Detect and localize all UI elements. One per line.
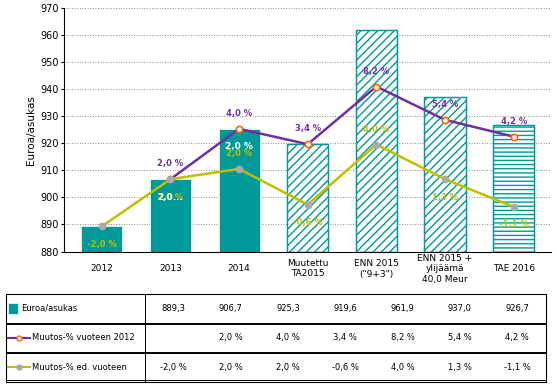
Text: 8,2 %: 8,2 % — [390, 333, 414, 343]
Text: 4,0 %: 4,0 % — [363, 125, 389, 134]
Text: 925,3: 925,3 — [276, 304, 300, 313]
Text: 5,4 %: 5,4 % — [432, 100, 458, 109]
Text: 2,0 %: 2,0 % — [226, 149, 252, 158]
Text: 8,2 %: 8,2 % — [363, 67, 389, 76]
Text: Muutos-% ed. vuoteen: Muutos-% ed. vuoteen — [32, 363, 126, 372]
Bar — [356, 30, 397, 252]
Text: Euroa/asukas: Euroa/asukas — [21, 304, 77, 313]
Text: 2012: 2012 — [90, 264, 113, 273]
Text: 2,0 %: 2,0 % — [276, 363, 300, 372]
Text: Muutettu
TA2015: Muutettu TA2015 — [287, 259, 329, 278]
Y-axis label: Euroa/asukas: Euroa/asukas — [26, 95, 36, 164]
Text: 4,0 %: 4,0 % — [276, 333, 300, 343]
Text: 2,0 %: 2,0 % — [225, 142, 253, 151]
Text: ENN 2015 +
ylijäämä
40,0 Meur: ENN 2015 + ylijäämä 40,0 Meur — [417, 254, 473, 284]
Text: 937,0: 937,0 — [448, 304, 472, 313]
Text: 2,0 %: 2,0 % — [158, 193, 183, 202]
Text: 4,2 %: 4,2 % — [501, 117, 527, 126]
Text: 2,0...: 2,0... — [158, 193, 183, 202]
Text: 906,7: 906,7 — [219, 304, 243, 313]
Text: TAE 2016: TAE 2016 — [492, 264, 535, 273]
Bar — [424, 97, 466, 252]
Text: 4,2 %: 4,2 % — [505, 333, 529, 343]
Text: -1,1 %: -1,1 % — [504, 363, 531, 372]
Text: -0,6 %: -0,6 % — [293, 218, 323, 227]
Bar — [218, 129, 260, 252]
Bar — [493, 125, 534, 252]
Bar — [8, 303, 18, 314]
Text: 4,0 %: 4,0 % — [226, 109, 252, 118]
Bar — [287, 144, 328, 252]
Text: 926,7: 926,7 — [505, 304, 529, 313]
Text: 889,3: 889,3 — [162, 304, 185, 313]
Bar — [424, 97, 466, 252]
Text: 3,4 %: 3,4 % — [295, 124, 321, 133]
Text: 2,0 %: 2,0 % — [158, 159, 183, 168]
Text: -2,0 %: -2,0 % — [160, 363, 187, 372]
Text: -2,0 %: -2,0 % — [87, 240, 116, 249]
Text: 2,0 %: 2,0 % — [219, 363, 243, 372]
Text: 5,4 %: 5,4 % — [448, 333, 472, 343]
Bar — [493, 125, 534, 252]
Text: 2,0 %: 2,0 % — [219, 333, 243, 343]
Bar — [356, 30, 397, 252]
Text: 2013: 2013 — [159, 264, 182, 273]
Bar — [81, 226, 123, 252]
Text: 3,4 %: 3,4 % — [334, 333, 357, 343]
Text: -0,6 %: -0,6 % — [332, 363, 359, 372]
Text: 961,9: 961,9 — [391, 304, 414, 313]
Text: 1,3 %: 1,3 % — [432, 193, 458, 202]
Bar — [287, 144, 328, 252]
Text: ENN 2015
("9+3"): ENN 2015 ("9+3") — [354, 259, 399, 278]
Text: 2014: 2014 — [228, 264, 251, 273]
Text: Muutos-% vuoteen 2012: Muutos-% vuoteen 2012 — [32, 333, 134, 343]
Text: 919,6: 919,6 — [334, 304, 357, 313]
Text: -1,1 %: -1,1 % — [499, 220, 529, 229]
Text: 4,0 %: 4,0 % — [391, 363, 414, 372]
Text: 1,3 %: 1,3 % — [448, 363, 472, 372]
Bar — [150, 179, 191, 252]
